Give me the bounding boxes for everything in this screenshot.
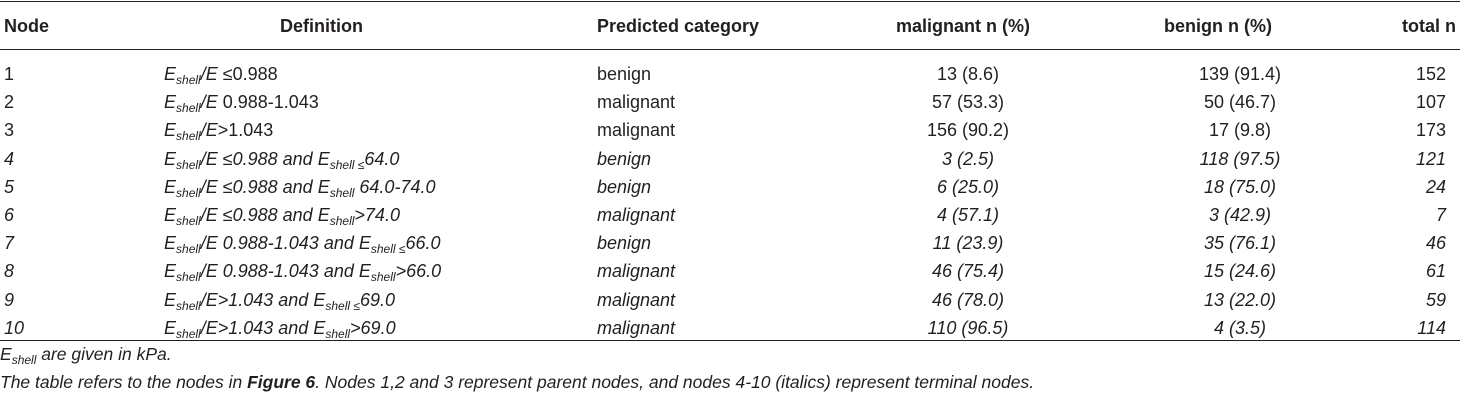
total-cell: 107 [1415,92,1446,113]
footnote-ref-before: The table refers to the nodes in [0,372,248,392]
definition-cell: Eshell/E 0.988-1.043 and Eshell>66.0 [164,261,442,285]
total-cell: 24 [1425,176,1446,197]
malignant-cell: 156 (90.2) [926,120,1010,141]
predicted-category-cell: malignant [597,261,676,282]
malignant-cell: 13 (8.6) [936,64,1000,84]
benign-cell: 118 (97.5) [1199,148,1281,169]
footnote-units-sub: shell [11,353,37,367]
predicted-category-cell: benign [597,64,652,84]
table-top-rule [0,1,1460,2]
node-cell: 5 [4,176,15,197]
header-total: total n [1402,16,1456,36]
header-benign: benign n (%) [1164,16,1272,36]
malignant-cell: 4 (57.1) [936,205,1000,225]
footnote-units-symbol: E [0,344,12,364]
definition-cell: Eshell/E ≤0.988 [164,64,278,87]
benign-cell: 35 (76.1) [1203,233,1277,254]
header-malignant: malignant n (%) [896,16,1030,36]
definition-cell: Eshell/E ≤0.988 and Eshell 64.0-74.0 [164,176,436,200]
benign-cell: 139 (91.4) [1198,64,1282,84]
node-cell: 7 [4,233,15,254]
definition-cell: Eshell/E>1.043 and Eshell>69.0 [164,317,396,341]
total-cell: 152 [1415,64,1446,84]
node-cell: 8 [4,261,15,282]
figure-reference: Figure 6 [247,372,316,392]
malignant-cell: 57 (53.3) [931,92,1005,113]
total-cell: 173 [1415,120,1446,141]
malignant-cell: 110 (96.5) [927,317,1009,338]
benign-cell: 50 (46.7) [1203,92,1277,113]
malignant-cell: 6 (25.0) [936,176,1000,197]
table-row: 7 Eshell/E 0.988-1.043 and Eshell ≤66.0 be… [0,229,1460,258]
predicted-category-cell: malignant [597,289,676,310]
node-cell: 1 [4,64,15,84]
predicted-category-cell: benign [597,233,652,254]
definition-cell: Eshell/E ≤0.988 and Eshell ≤64.0 [164,148,400,172]
definition-cell: Eshell/E>1.043 [164,120,274,144]
predicted-category-cell: benign [597,176,652,197]
table-row: 8 Eshell/E 0.988-1.043 and Eshell>66.0 mal… [0,257,1460,286]
total-cell: 46 [1425,233,1446,254]
table-header-row: Node Definition Predicted category malig… [0,8,1460,44]
benign-cell: 4 (3.5) [1213,317,1267,338]
malignant-cell: 11 (23.9) [932,233,1004,254]
definition-cell: Eshell/E>1.043 and Eshell ≤69.0 [164,289,395,313]
table-header-rule [0,49,1460,50]
benign-cell: 18 (75.0) [1203,176,1277,197]
header-definition: Definition [280,16,363,36]
table-row: 3 Eshell/E>1.043 malignant 156 (90.2) 17 (9.… [0,116,1460,145]
node-cell: 10 [4,317,25,338]
footnote-units-text: are given in kPa. [36,344,172,364]
total-cell: 114 [1417,317,1446,338]
benign-cell: 3 (42.9) [1208,205,1272,225]
node-cell: 6 [4,205,15,225]
total-cell: 61 [1425,261,1446,282]
table-row: 4 Eshell/E ≤0.988 and Eshell ≤64.0 benign 3… [0,145,1460,174]
header-predicted-category: Predicted category [597,16,760,36]
total-cell: 59 [1425,289,1446,310]
table-row: 5 Eshell/E ≤0.988 and Eshell 64.0-74.0 ben… [0,173,1460,202]
benign-cell: 13 (22.0) [1203,289,1277,310]
table-row: 10 Eshell/E>1.043 and Eshell>69.0 malignan… [0,314,1460,343]
predicted-category-cell: malignant [597,205,676,225]
footnote-units: Eshell are given in kPa. [0,344,172,367]
malignant-cell: 46 (75.4) [931,261,1005,282]
table-row: 6 Eshell/E ≤0.988 and Eshell>74.0 malignan… [0,201,1460,230]
definition-cell: Eshell/E 0.988-1.043 [164,92,319,116]
node-cell: 9 [4,289,15,310]
total-cell: 7 [1435,205,1446,225]
definition-cell: Eshell/E ≤0.988 and Eshell>74.0 [164,205,400,228]
footnote-reference: The table refers to the nodes in Figure … [0,372,1034,393]
predicted-category-cell: malignant [597,317,676,338]
node-cell: 2 [4,92,15,113]
node-cell: 3 [4,120,15,141]
predicted-category-cell: malignant [597,120,676,141]
table-row: 9 Eshell/E>1.043 and Eshell ≤69.0 malignan… [0,286,1460,315]
predicted-category-cell: benign [597,148,652,169]
table-bottom-rule [0,340,1460,341]
total-cell: 121 [1415,148,1446,169]
malignant-cell: 46 (78.0) [931,289,1005,310]
benign-cell: 17 (9.8) [1208,120,1272,141]
predicted-category-cell: malignant [597,92,676,113]
malignant-cell: 3 (2.5) [941,148,995,169]
node-cell: 4 [4,148,15,169]
table-row: 1 Eshell/E ≤0.988 benign 13 (8.6) 139 (91.4)… [0,60,1460,89]
definition-cell: Eshell/E 0.988-1.043 and Eshell ≤66.0 [164,233,441,257]
benign-cell: 15 (24.6) [1203,261,1277,282]
table-row: 2 Eshell/E 0.988-1.043 malignant 57 (53.3) 5… [0,88,1460,117]
footnote-ref-after: . Nodes 1,2 and 3 represent parent nodes… [315,372,1035,392]
header-node: Node [4,16,49,36]
